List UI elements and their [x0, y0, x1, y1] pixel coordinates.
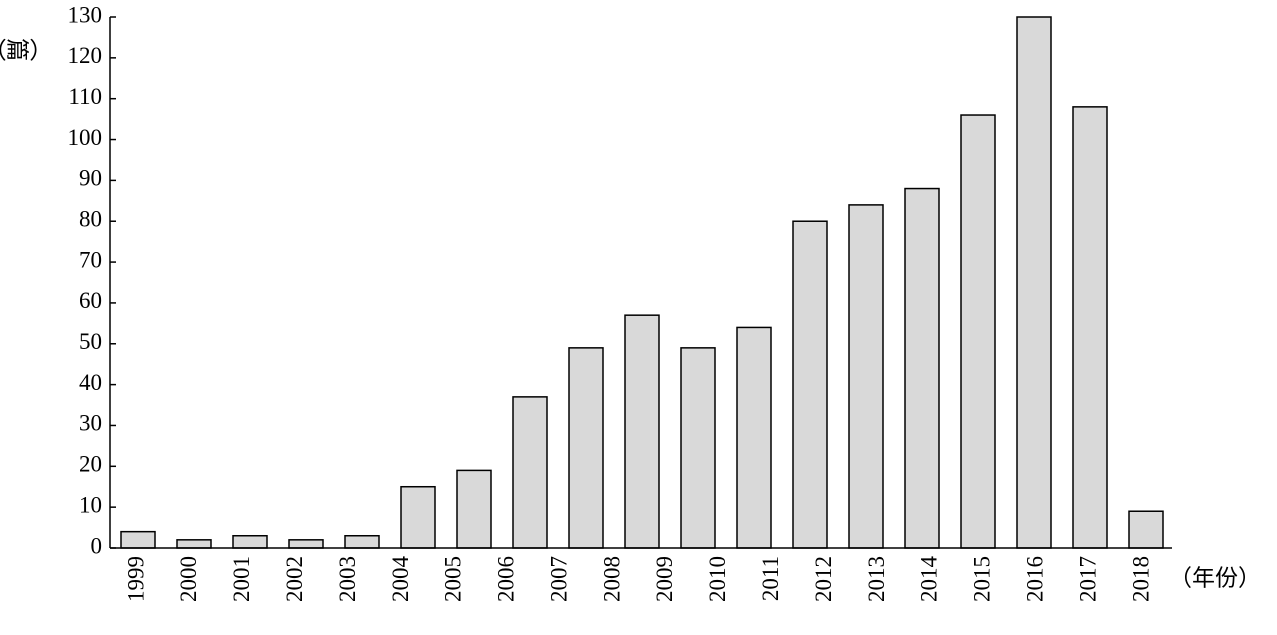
bar: [624, 314, 660, 549]
bar: [848, 204, 884, 549]
y-axis-label: （篇）: [0, 35, 53, 62]
bar: [512, 396, 548, 549]
x-tick-label: 2004: [388, 556, 413, 603]
y-tick-label: 110: [68, 84, 102, 109]
bar: [792, 220, 828, 549]
y-tick-label: 90: [79, 166, 102, 191]
x-tick-label: 2017: [1075, 556, 1100, 602]
x-tick-label: 2016: [1022, 556, 1047, 602]
y-tick-label: 60: [79, 288, 102, 313]
y-tick-label: 0: [91, 533, 103, 558]
x-tick-label: 2018: [1128, 556, 1153, 602]
bar: [1016, 16, 1052, 549]
x-tick-label: 2003: [335, 556, 360, 602]
x-tick-label: 2012: [811, 556, 836, 602]
bar: [400, 485, 436, 549]
bar: [232, 534, 268, 549]
x-tick-label: 2014: [917, 556, 942, 603]
y-tick-label: 30: [79, 411, 102, 436]
x-tick-label: 2010: [705, 556, 730, 602]
x-tick-label: 2011: [758, 556, 783, 601]
bar: [344, 534, 380, 549]
bar: [288, 539, 324, 549]
x-tick-label: 1999: [123, 556, 148, 602]
bar: [568, 347, 604, 549]
x-axis-label: （年份）: [1169, 565, 1261, 590]
x-tick-label: 2008: [599, 556, 624, 602]
y-tick-label: 10: [79, 492, 102, 517]
x-tick-label: 2005: [441, 556, 466, 602]
bar: [680, 347, 716, 549]
bar: [736, 326, 772, 549]
x-tick-label: 2001: [229, 556, 254, 602]
bar: [176, 539, 212, 549]
y-tick-label: 20: [79, 452, 102, 477]
x-tick-label: 2006: [494, 556, 519, 602]
x-tick-label: 2000: [176, 556, 201, 602]
y-tick-label: 100: [68, 125, 103, 150]
x-tick-label: 2015: [970, 556, 995, 602]
y-tick-label: 130: [68, 2, 103, 27]
bar: [904, 187, 940, 549]
y-tick-label: 120: [68, 43, 103, 68]
y-tick-label: 50: [79, 329, 102, 354]
bar: [1072, 106, 1108, 549]
x-tick-label: 2009: [652, 556, 677, 602]
bar: [120, 530, 156, 549]
bar: [456, 469, 492, 549]
bar: [960, 114, 996, 549]
y-tick-label: 70: [79, 247, 102, 272]
x-tick-label: 2002: [282, 556, 307, 602]
y-tick-label: 80: [79, 207, 102, 232]
x-tick-label: 2007: [546, 556, 571, 602]
bar: [1128, 510, 1164, 549]
y-tick-label: 40: [79, 370, 102, 395]
x-tick-label: 2013: [864, 556, 889, 602]
